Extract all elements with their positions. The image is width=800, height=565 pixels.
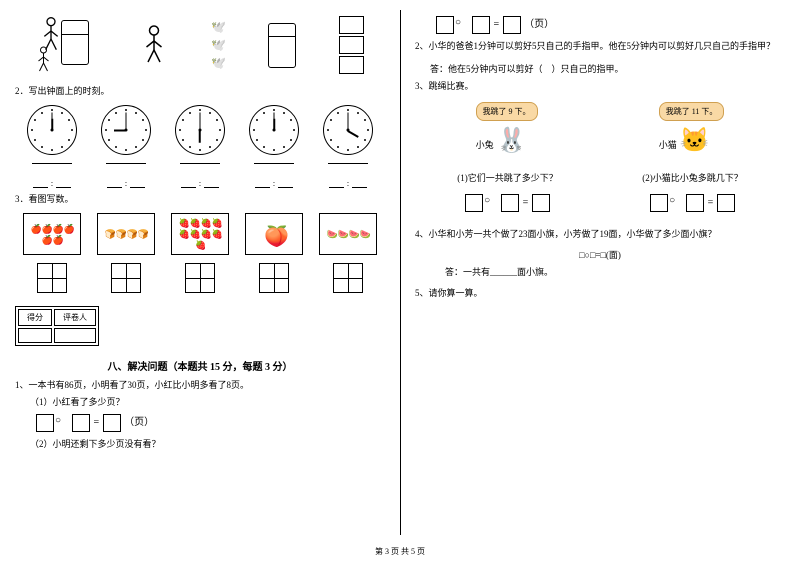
clocks-row	[15, 105, 385, 164]
question-3-title: 3．看图写数。	[15, 192, 385, 205]
equation-line: ○ =	[464, 194, 551, 212]
score-table: 得分评卷人	[15, 306, 99, 346]
question-2-title: 2．写出钟面上的时刻。	[15, 84, 385, 97]
question-8-1: 1、一本书有86页，小明看了30页，小红比小明多看了8页。	[15, 378, 385, 391]
fruit-box: 🍞🍞🍞🍞	[97, 213, 155, 255]
sub-questions: (1)它们一共跳了多少下？ (2)小猫比小兔多跳几下？	[415, 171, 785, 184]
cat-label: 小猫	[659, 138, 677, 151]
question-4-eq: □○□=□(面)	[415, 248, 785, 261]
answer-grids	[15, 263, 385, 293]
rect-icon	[339, 36, 364, 54]
rect-icon	[339, 16, 364, 34]
unit-label: （页）	[124, 417, 154, 428]
clock-icon	[323, 105, 373, 155]
left-column: 🕊️ 🕊️ 🕊️ 2．写出钟面上的时刻。 : : : : : 3．看图写数。 🍎…	[0, 0, 400, 565]
cat-icon	[680, 126, 710, 161]
cat-item: 我跳了 11 下。 小猫	[659, 102, 725, 161]
clock-icon	[27, 105, 77, 155]
question-2: 2、小华的爸爸1分钟可以剪好5只自己的手指甲。他在5分钟内可以剪好几只自己的手指…	[415, 39, 785, 52]
bird-icon: 🕊️	[211, 56, 226, 71]
clock-icon	[249, 105, 299, 155]
animals-row: 我跳了 9 下。 小兔 我跳了 11 下。 小猫	[415, 102, 785, 161]
unit-label: （页）	[524, 19, 554, 30]
rabbit-label: 小兔	[476, 138, 494, 151]
question-2-answer: 答：他在5分钟内可以剪好（ ）只自己的指甲。	[430, 62, 785, 75]
sub-question-2: (2)小猫比小兔多跳几下？	[642, 171, 743, 184]
scene-illustration: 🕊️ 🕊️ 🕊️	[15, 10, 385, 80]
cat-speech: 我跳了 11 下。	[659, 102, 725, 121]
question-4: 4、小华和小芳一共个做了23面小旗，小芳做了19面，小华做了多少面小旗？	[415, 227, 785, 240]
time-blanks-row: : : : : :	[15, 179, 385, 188]
fridge-icon	[268, 23, 296, 68]
rabbit-item: 我跳了 9 下。 小兔	[476, 102, 538, 161]
question-8-1-2: （2）小明还剩下多少页没有看？	[30, 437, 385, 450]
answer-grid	[185, 263, 215, 293]
bird-icon: 🕊️	[211, 20, 226, 35]
fridge-icon	[61, 20, 89, 65]
fruit-box: 🍓🍓🍓🍓🍓🍓🍓🍓🍓	[171, 213, 229, 255]
rabbit-speech: 我跳了 9 下。	[476, 102, 538, 121]
clock-icon	[101, 105, 151, 155]
fruit-box: 🍑	[245, 213, 303, 255]
fruit-box: 🍎🍎🍎🍎🍎🍎	[23, 213, 81, 255]
question-4-answer: 答：一共有______面小旗。	[445, 265, 785, 278]
equation-line: ○ = （页）	[35, 413, 385, 432]
answer-grid	[37, 263, 67, 293]
equation-line: ○ =	[649, 194, 736, 212]
person-icon	[31, 45, 56, 75]
reviewer-label: 评卷人	[54, 309, 96, 326]
question-3-title: 3、跳绳比赛。	[415, 79, 785, 92]
answer-grid	[259, 263, 289, 293]
page-footer: 第 3 页 共 5 页	[0, 546, 800, 557]
equation-row: ○ = ○ =	[415, 189, 785, 217]
answer-grid	[111, 263, 141, 293]
clock-icon	[175, 105, 225, 155]
equation-line: ○ = （页）	[435, 15, 785, 34]
score-label: 得分	[18, 309, 52, 326]
fruit-box: 🍉🍉🍉🍉	[319, 213, 377, 255]
sub-question-1: (1)它们一共跳了多少下？	[457, 171, 558, 184]
bird-icon: 🕊️	[211, 38, 226, 53]
person-icon	[139, 23, 169, 68]
rect-icon	[339, 56, 364, 74]
fruit-row: 🍎🍎🍎🍎🍎🍎 🍞🍞🍞🍞 🍓🍓🍓🍓🍓🍓🍓🍓🍓 🍑 🍉🍉🍉🍉	[15, 213, 385, 255]
right-column: ○ = （页） 2、小华的爸爸1分钟可以剪好5只自己的手指甲。他在5分钟内可以剪…	[400, 0, 800, 565]
question-5: 5、请你算一算。	[415, 286, 785, 299]
section-8-title: 八、解决问题（本题共 15 分，每题 3 分）	[15, 358, 385, 373]
answer-grid	[333, 263, 363, 293]
question-8-1-1: （1）小红看了多少页？	[30, 395, 385, 408]
rabbit-icon	[497, 126, 527, 161]
